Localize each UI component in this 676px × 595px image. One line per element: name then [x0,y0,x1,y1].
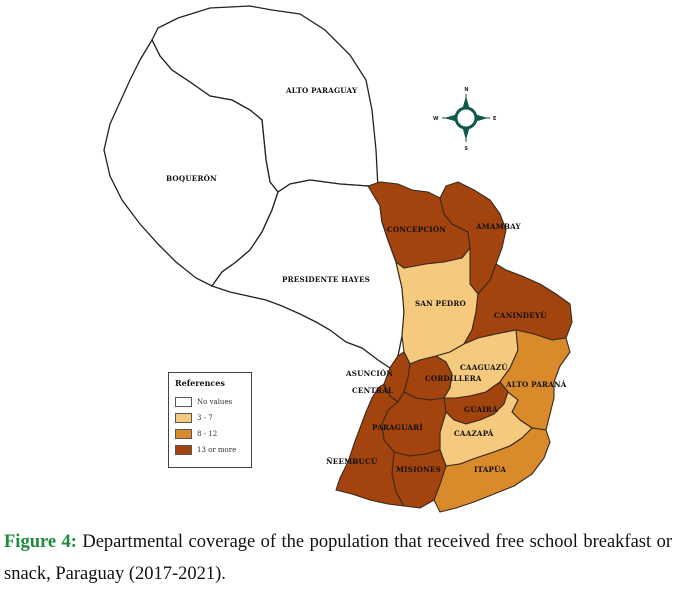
figure-label: Figure 4: [4,532,77,552]
label-alto-paraguay: ALTO PARAGUAY [285,86,358,95]
legend-swatch [175,444,192,455]
legend-swatch [175,396,192,407]
legend-title: References [175,378,225,388]
label-caazapa: CAAZAPÁ [454,429,494,438]
compass-s: S [464,146,468,152]
legend-item-8-12: 8 - 12 [175,427,245,440]
legend-swatch [175,428,192,439]
compass-e: E [493,116,497,122]
compass-n: N [464,87,468,93]
label-central: CENTRAL [352,386,393,395]
label-boqueron: BOQUERÓN [166,174,217,183]
caption-text: Departmental coverage of the population … [4,532,672,584]
label-cordillera: CORDILLERA [425,374,482,383]
label-amambay: AMAMBAY [475,222,522,231]
label-guaira: GUAIRÁ [464,405,498,414]
legend-label: 13 or more [197,445,237,454]
label-misiones: MISIONES [396,465,441,474]
label-asuncion: ASUNCIÓN [345,369,393,378]
figure-caption: Figure 4: Departmental coverage of the p… [4,526,672,590]
region-neembucu [335,383,405,507]
label-san-pedro: SAN PEDRO [415,299,466,308]
legend-item-no-values: No values [175,395,245,408]
compass-icon: N S E W [433,87,497,152]
label-paraguari: PARAGUARÍ [372,423,423,432]
region-itapua [433,427,551,513]
legend-item-13-or-more: 13 or more [175,443,245,456]
legend-item-3-7: 3 - 7 [175,411,245,424]
legend-label: No values [197,397,233,406]
label-presidente-hayes: PRESIDENTE HAYES [282,275,370,284]
label-itapua: ITAPÚA [474,465,506,474]
label-concepcion: CONCEPCIÓN [387,225,446,234]
compass-w: W [433,116,439,122]
legend-label: 3 - 7 [197,413,213,422]
legend-swatch [175,412,192,423]
map-legend: References No values 3 - 7 8 - 12 13 or … [168,372,252,468]
label-alto-parana: ALTO PARANÁ [505,380,567,389]
label-canindeyu: CANINDEYÚ [494,311,547,320]
label-neembucu: ÑEEMBUCÚ [326,457,378,466]
paraguay-map: ALTO PARAGUAY BOQUERÓN PRESIDENTE HAYES … [103,5,573,513]
label-caaguazu: CAAGUAZÚ [460,363,508,372]
legend-label: 8 - 12 [197,429,218,438]
